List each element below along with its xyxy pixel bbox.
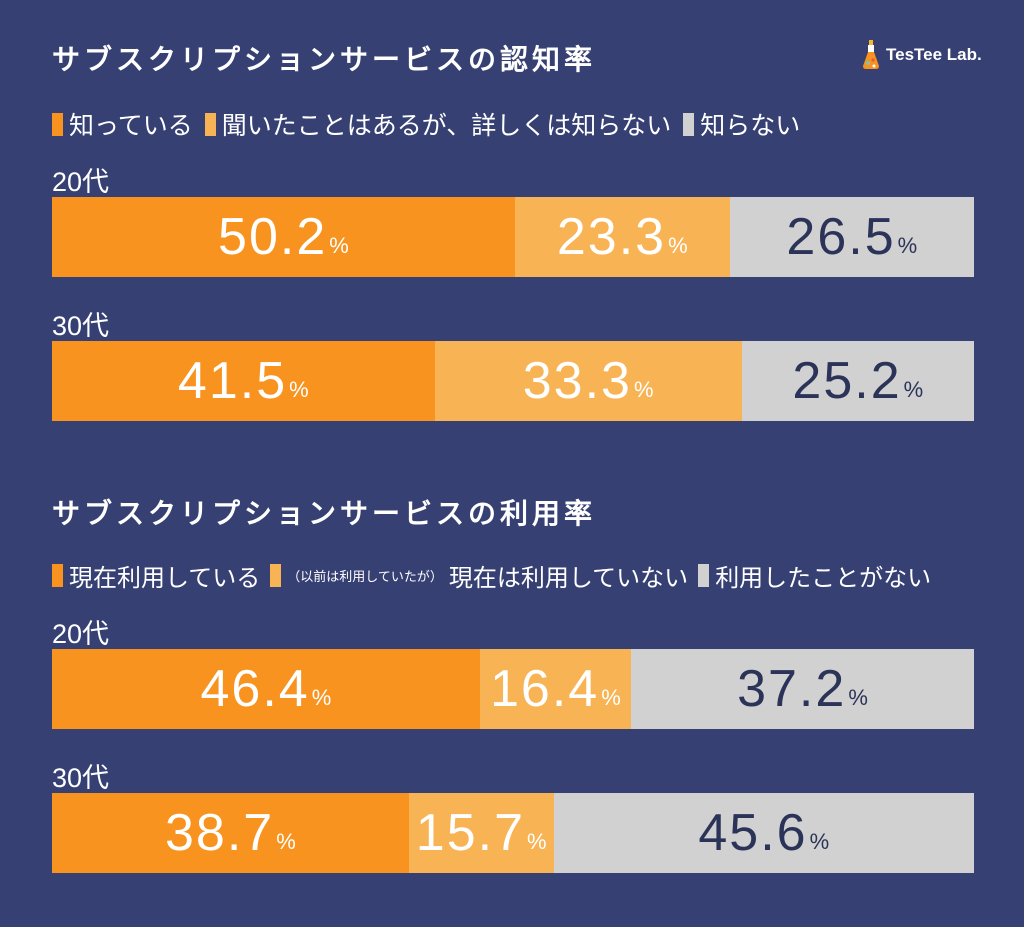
segment-tertiary: 26.5% [729,197,974,277]
data-label: 37.2 [737,660,847,718]
percent-sign: % [897,233,918,258]
percent-sign: % [311,685,332,710]
legend-label: 現在は利用していない [448,564,689,592]
segment-secondary: 15.7% [408,793,554,873]
percent-sign: % [903,377,924,402]
category-label: 30代 [52,311,110,341]
percent-sign: % [527,829,547,854]
segment-primary: 46.4% [52,649,480,729]
stacked-bar: 50.2% 23.3% 26.5% [52,197,974,277]
data-label: 41.5 [177,352,288,410]
percent-sign: % [601,685,621,710]
legend-item: 利用したことがない [698,558,931,593]
data-label: 15.7 [415,804,526,862]
chart-1-title: サブスクリプションサービスの認知率 [52,43,597,76]
stacked-bar: 46.4% 16.4% 37.2% [52,649,974,729]
segment-primary: 50.2% [52,197,515,277]
percent-sign: % [276,829,296,854]
data-label: 33.3 [522,352,632,410]
category-label: 30代 [52,763,110,793]
legend-swatch-orange [52,112,63,136]
segment-secondary: 23.3% [514,197,730,277]
segment-tertiary: 25.2% [741,341,974,421]
data-label: 45.6 [698,804,808,862]
percent-sign: % [329,233,349,258]
chart-2-title: サブスクリプションサービスの利用率 [52,497,597,530]
data-label: 16.4 [490,660,600,718]
data-label: 25.2 [792,352,902,410]
legend-swatch-light-orange [270,564,282,587]
brand-logo: TesTee Lab. [862,40,982,70]
legend-label: 知らない [700,111,801,140]
bottle-icon [863,40,879,69]
chart-1-legend: 知っている 聞いたことはあるが、詳しくは知らない 知らない [52,106,812,142]
legend-item: 聞いたことはあるが、詳しくは知らない [204,106,672,142]
percent-sign: % [668,233,688,258]
percent-sign: % [289,377,309,402]
chart-2-legend: 現在利用している （以前は利用していたが） 現在は利用していない 利用したことが… [52,558,943,593]
legend-item: 知っている [52,106,193,142]
data-label: 23.3 [556,208,667,266]
stacked-bar: 41.5% 33.3% 25.2% [52,341,974,421]
segment-primary: 41.5% [52,341,435,421]
legend-item: 現在利用している [52,558,260,593]
legend-swatch-gray [683,112,695,136]
legend-label: 知っている [69,111,193,140]
percent-sign: % [848,685,868,710]
legend-note: （以前は利用していたが） [287,570,443,585]
segment-primary: 38.7% [52,793,409,873]
legend-label: 利用したことがない [715,564,932,592]
segment-secondary: 16.4% [479,649,631,729]
legend-label: 現在利用している [69,564,261,592]
legend-item: （以前は利用していたが） 現在は利用していない [270,558,688,593]
segment-secondary: 33.3% [434,341,742,421]
segment-tertiary: 37.2% [631,649,974,729]
segment-tertiary: 45.6% [553,793,974,873]
stacked-bar: 38.7% 15.7% 45.6% [52,793,974,873]
percent-sign: % [633,377,654,402]
legend-label: 聞いたことはあるが、詳しくは知らない [221,111,672,140]
category-label: 20代 [52,619,110,649]
legend-swatch-gray [698,564,710,587]
data-label: 26.5 [786,208,896,266]
legend-swatch-light-orange [204,112,216,136]
data-label: 46.4 [200,660,310,718]
percent-sign: % [809,829,830,854]
data-label: 38.7 [165,804,275,862]
data-label: 50.2 [218,208,328,266]
legend-swatch-orange [52,564,63,587]
legend-item: 知らない [683,106,800,142]
category-label: 20代 [52,167,110,197]
brand-name: TesTee Lab. [886,45,982,64]
